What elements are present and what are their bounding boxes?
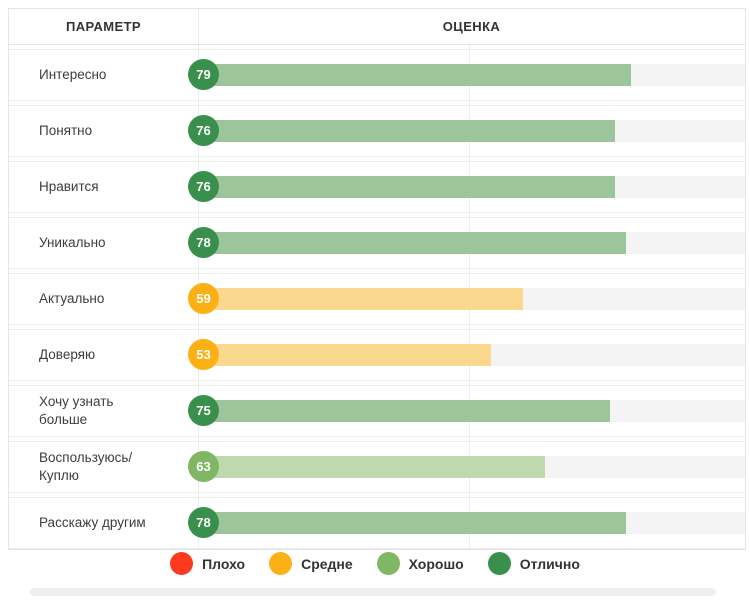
parameter-label: Уникально: [39, 234, 106, 250]
table-row: Актуально 59: [9, 273, 745, 325]
table-row: Понятно 76: [9, 105, 745, 157]
parameter-label: Актуально: [39, 290, 105, 306]
score-badge: 78: [188, 507, 219, 538]
parameter-column-header: ПАРАМЕТР: [66, 19, 141, 34]
legend-color-dot: [487, 552, 511, 575]
score-track: [204, 288, 745, 310]
results-table: ПАРАМЕТР ОЦЕНКА Интересно 79 Понятно 76 …: [8, 8, 746, 550]
table-row: Интересно 79: [9, 49, 745, 101]
score-track: [204, 400, 745, 422]
table-row: Хочу узнать больше 75: [9, 385, 745, 437]
score-bar: [204, 344, 491, 366]
legend-item[interactable]: Отлично: [487, 552, 580, 575]
score-badge: 59: [188, 283, 219, 314]
score-bar: [204, 64, 631, 86]
score-track: [204, 176, 745, 198]
parameter-label: Нравится: [39, 178, 99, 194]
parameter-label: Воспользуюсь/Куплю: [39, 449, 133, 483]
score-bar: [204, 176, 615, 198]
parameter-label: Хочу узнать больше: [39, 393, 114, 427]
table-row: Нравится 76: [9, 161, 745, 213]
score-badge: 76: [188, 115, 219, 146]
score-column-header: ОЦЕНКА: [442, 19, 501, 34]
score-badge: 63: [188, 451, 219, 482]
legend-label: Отлично: [519, 555, 580, 572]
score-badge: 76: [188, 171, 219, 202]
table-header-row: ПАРАМЕТР ОЦЕНКА: [9, 9, 745, 45]
table-row: Доверяю 53: [9, 329, 745, 381]
legend-label: Плохо: [202, 555, 246, 572]
legend-item[interactable]: Хорошо: [376, 552, 464, 575]
score-badge: 75: [188, 395, 219, 426]
score-badge: 79: [188, 59, 219, 90]
legend-item[interactable]: Средне: [269, 552, 353, 575]
legend-color-dot: [269, 552, 293, 575]
parameter-label: Доверяю: [39, 346, 96, 362]
legend: Плохо Средне Хорошо Отлично: [0, 552, 750, 575]
bottom-scrollbar-strip[interactable]: [30, 588, 716, 596]
score-bar: [204, 288, 523, 310]
score-badge: 78: [188, 227, 219, 258]
table-row: Воспользуюсь/Куплю 63: [9, 441, 745, 493]
score-track: [204, 344, 745, 366]
score-badge: 53: [188, 339, 219, 370]
table-row: Расскажу другим 78: [9, 497, 745, 549]
score-bar: [204, 120, 615, 142]
parameter-label: Расскажу другим: [39, 514, 146, 530]
score-track: [204, 456, 745, 478]
score-track: [204, 64, 745, 86]
legend-label: Хорошо: [408, 555, 464, 572]
score-bar: [204, 232, 626, 254]
score-track: [204, 232, 745, 254]
column-divider-line: [198, 9, 199, 549]
score-bar: [204, 456, 545, 478]
legend-label: Средне: [301, 555, 353, 572]
parameter-label: Интересно: [39, 66, 107, 82]
table-body: Интересно 79 Понятно 76 Нравится 76 Уник…: [9, 49, 745, 549]
score-track: [204, 512, 745, 534]
score-track: [204, 120, 745, 142]
legend-item[interactable]: Плохо: [170, 552, 245, 575]
parameter-label: Понятно: [39, 122, 93, 138]
score-bar: [204, 400, 610, 422]
legend-color-dot: [170, 552, 194, 575]
score-bar: [204, 512, 626, 534]
table-row: Уникально 78: [9, 217, 745, 269]
legend-color-dot: [376, 552, 400, 575]
